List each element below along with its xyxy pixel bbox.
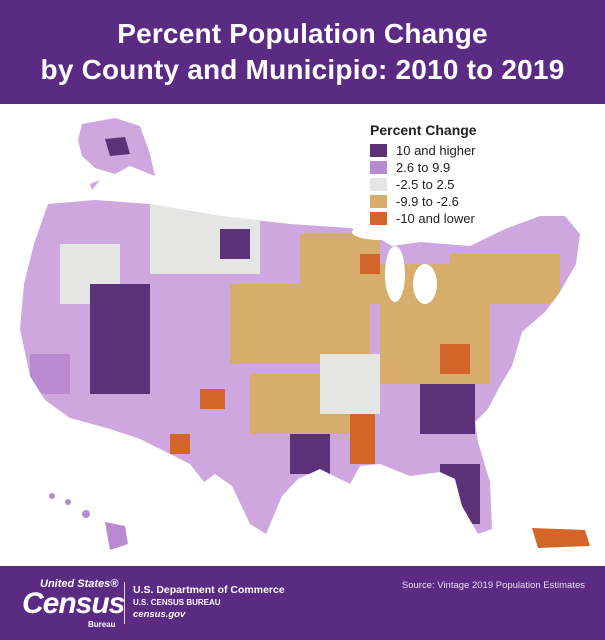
hawaii: [49, 493, 128, 550]
legend-swatch: [370, 144, 387, 157]
source-note: Source: Vintage 2019 Population Estimate…: [401, 580, 585, 591]
legend-swatch: [370, 212, 387, 225]
region-patch: [230, 284, 370, 364]
legend-label: 2.6 to 9.9: [396, 160, 451, 175]
alaska-islands: [90, 180, 100, 190]
footer-divider: [124, 582, 125, 624]
region-patch: [170, 434, 190, 454]
legend-label: -2.5 to 2.5: [396, 177, 455, 192]
legend-item: -9.9 to -2.6: [370, 193, 560, 210]
title-banner: Percent Population Change by County and …: [0, 0, 605, 104]
region-patch: [350, 414, 375, 464]
census-logo[interactable]: United States® Census Bureau: [22, 578, 125, 629]
legend-item: -10 and lower: [370, 210, 560, 227]
legend-item: 10 and higher: [370, 142, 560, 159]
contiguous-us: [20, 200, 580, 534]
legend-label: 10 and higher: [396, 143, 476, 158]
legend-title: Percent Change: [370, 122, 477, 138]
alaska-region: [105, 137, 130, 156]
legend-label: -10 and lower: [396, 211, 475, 226]
region-patch: [360, 254, 380, 274]
logo-main-text: Census: [22, 587, 125, 620]
lake-michigan: [385, 246, 405, 302]
footer: United States® Census Bureau U.S. Depart…: [0, 566, 605, 640]
bureau-name: U.S. CENSUS BUREAU: [133, 598, 221, 607]
legend-swatch: [370, 195, 387, 208]
population-change-map: [20, 118, 590, 550]
region-patch: [440, 344, 470, 374]
legend-swatch: [370, 161, 387, 174]
region-patch: [30, 354, 70, 394]
puerto-rico: [532, 528, 590, 548]
map-area: [0, 104, 605, 566]
logo-sub-text: Bureau: [88, 620, 116, 629]
region-patch: [200, 389, 225, 409]
legend-swatch: [370, 178, 387, 191]
region-patch: [320, 354, 380, 414]
department-name: U.S. Department of Commerce: [133, 584, 285, 596]
title-line-1: Percent Population Change: [117, 18, 488, 49]
legend-item: -2.5 to 2.5: [370, 176, 560, 193]
department-block: U.S. Department of Commerce U.S. CENSUS …: [133, 584, 285, 620]
region-patch: [290, 434, 330, 474]
title-line-2: by County and Municipio: 2010 to 2019: [40, 54, 565, 85]
lake-huron: [413, 264, 437, 304]
website-link[interactable]: census.gov: [133, 609, 186, 620]
logo-top-text: United States®: [40, 578, 119, 590]
region-patch: [420, 384, 475, 434]
region-patch: [440, 464, 480, 524]
region-patch: [450, 254, 560, 304]
region-patch: [220, 229, 250, 259]
legend: Percent Change 10 and higher 2.6 to 9.9 …: [370, 122, 560, 227]
legend-label: -9.9 to -2.6: [396, 194, 459, 209]
region-patch: [90, 284, 150, 394]
legend-item: 2.6 to 9.9: [370, 159, 560, 176]
